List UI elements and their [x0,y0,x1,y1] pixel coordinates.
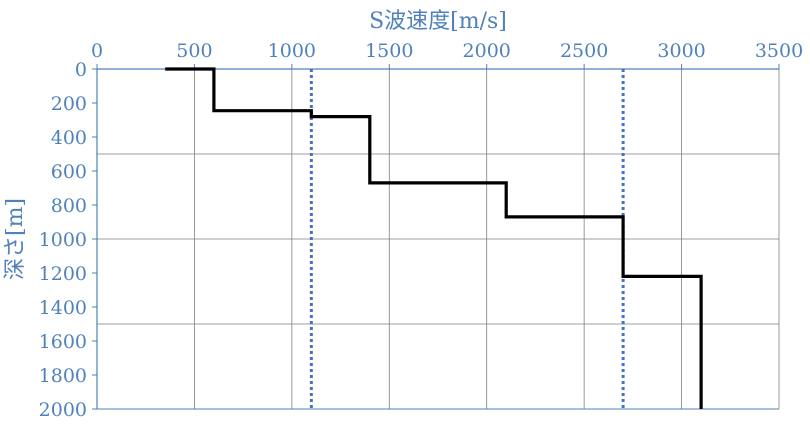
x-tick-label: 1000 [268,40,316,62]
y-tick-label: 1800 [39,365,87,387]
y-tick-label: 1400 [39,297,87,319]
x-tick-label: 3000 [657,40,705,62]
x-axis-title: S波速度[m/s] [369,9,507,34]
y-tick-label: 1000 [39,229,87,251]
y-tick-label: 0 [75,59,87,81]
x-tick-label: 500 [176,40,212,62]
series-line-s-wave-velocity [165,67,703,409]
x-tick-label: 3500 [755,40,803,62]
x-tick-label: 0 [91,40,103,62]
gridlines [97,69,780,409]
series [165,67,703,409]
y-tick-label: 800 [51,195,87,217]
y-tick-label: 1600 [39,331,87,353]
x-tick-labels: 0 500 1000 1500 2000 2500 3000 3500 [91,40,803,62]
x-tick-label: 2500 [560,40,608,62]
y-tick-label: 600 [51,161,87,183]
y-tick-label: 1200 [39,263,87,285]
x-tick-label: 2000 [463,40,511,62]
y-tick-labels: 0 200 400 600 800 1000 1200 1400 1600 1800 2000 [39,59,87,421]
x-tick-label: 1500 [365,40,413,62]
y-tick-label: 200 [51,93,87,115]
y-axis-title: 深さ[m] [3,198,28,280]
y-tick-label: 400 [51,127,87,149]
y-tick-label: 2000 [39,399,87,421]
